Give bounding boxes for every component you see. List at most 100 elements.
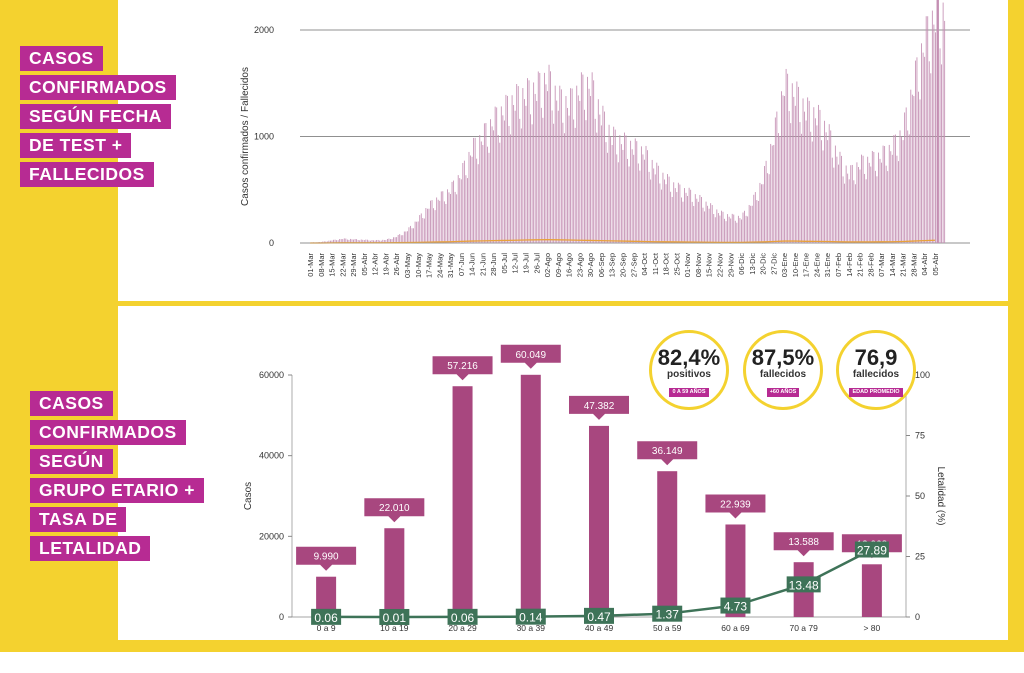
section-label-age: CASOS CONFIRMADOS SEGÚN GRUPO ETARIO + T…: [30, 391, 204, 561]
daily-case-bar: [476, 158, 478, 243]
daily-case-bar: [790, 123, 792, 243]
daily-case-bar: [864, 173, 866, 243]
daily-case-bar: [376, 239, 378, 243]
daily-case-bar: [560, 89, 562, 243]
daily-case-bar: [454, 191, 456, 243]
x-tick-label: 15-Nov: [705, 253, 714, 277]
x-tick-label: 20-Sep: [619, 253, 628, 277]
daily-case-bar: [613, 126, 615, 243]
x-tick-label: 15-Mar: [328, 253, 337, 277]
label-line: CONFIRMADOS: [30, 420, 186, 445]
daily-case-bar: [879, 158, 881, 243]
daily-case-bar: [881, 162, 882, 243]
daily-case-bar: [717, 213, 719, 243]
daily-case-bar: [730, 218, 732, 243]
daily-case-bar: [399, 234, 401, 243]
value-label: 13.588: [788, 537, 819, 548]
x-tick-label: 29-Nov: [726, 253, 735, 277]
daily-case-bar: [426, 208, 428, 243]
daily-case-bar: [340, 239, 342, 243]
daily-case-bar: [573, 119, 575, 243]
lethality-label: 0.01: [383, 611, 407, 625]
daily-case-bar: [922, 52, 924, 243]
daily-case-bar: [770, 143, 772, 243]
daily-case-bar: [741, 219, 742, 243]
value-label: 60.049: [515, 350, 546, 361]
daily-case-bar: [667, 174, 668, 243]
daily-case-bar: [705, 201, 707, 243]
daily-case-bar: [702, 207, 704, 243]
daily-case-bar: [425, 208, 427, 243]
daily-case-bar: [787, 73, 789, 243]
daily-case-bar: [724, 218, 725, 243]
daily-case-bar: [762, 184, 764, 243]
daily-case-bar: [431, 200, 433, 243]
lethality-label: 4.73: [724, 600, 748, 614]
x-tick-label: 10-May: [414, 253, 423, 278]
daily-case-bar: [651, 159, 653, 243]
daily-case-bar: [925, 16, 927, 243]
daily-case-bar: [342, 239, 344, 243]
daily-case-bar: [528, 80, 530, 243]
daily-case-bar: [594, 118, 596, 243]
daily-case-bar: [719, 215, 721, 243]
label-line: SEGÚN: [30, 449, 113, 474]
daily-case-bar: [614, 129, 616, 243]
daily-case-bar: [510, 134, 511, 243]
daily-case-bar: [611, 145, 613, 243]
daily-case-bar: [845, 165, 847, 243]
daily-case-bar: [406, 231, 408, 243]
daily-case-bar: [913, 96, 915, 243]
case-bar: [316, 576, 337, 617]
daily-case-bar: [657, 165, 659, 243]
daily-case-bar: [842, 176, 844, 243]
daily-case-bar: [553, 123, 555, 243]
daily-case-bar: [707, 205, 709, 243]
daily-case-bar: [836, 156, 838, 243]
daily-case-bar: [819, 109, 821, 243]
x-tick-label: 20-Dic: [759, 253, 768, 275]
x-tick-label: 04-Oct: [640, 252, 649, 275]
daily-case-bar: [343, 238, 345, 243]
lethality-point: [786, 576, 821, 593]
daily-case-bar: [731, 213, 733, 243]
label-line: CASOS: [30, 391, 113, 416]
lethality-label: 27.89: [857, 544, 887, 558]
case-bar: [657, 471, 678, 617]
daily-case-bar: [397, 234, 399, 243]
daily-case-bar: [644, 159, 645, 243]
x-tick-label: 21-Jun: [478, 253, 487, 276]
case-bar: [725, 524, 746, 617]
daily-case-bar: [400, 235, 402, 243]
badge-label: positivos: [667, 369, 711, 380]
x-tick-label: 02-Ago: [543, 253, 552, 277]
y-tick-label: 40000: [259, 451, 284, 461]
daily-case-bar: [821, 140, 822, 243]
label-line: CONFIRMADOS: [20, 75, 176, 100]
y-tick-label: 60000: [259, 370, 284, 380]
daily-case-bar: [873, 151, 875, 243]
daily-case-bar: [462, 163, 464, 243]
daily-case-bar: [459, 178, 461, 243]
x-tick-label: 28-Jun: [489, 253, 498, 276]
daily-case-bar: [516, 84, 518, 243]
case-bar: [384, 528, 405, 617]
daily-case-bar: [834, 145, 836, 243]
daily-case-bar: [793, 96, 795, 243]
daily-case-bar: [627, 158, 628, 243]
badge-positivos: 82,4% positivos 0 A 59 AÑOS: [649, 330, 729, 410]
x-tick-label: 28-Mar: [909, 253, 918, 277]
daily-case-bar: [402, 235, 404, 243]
x-tick-label: 08-Nov: [694, 253, 703, 277]
daily-case-bar: [456, 194, 458, 243]
value-callout: [296, 546, 357, 571]
daily-case-bar: [514, 110, 516, 244]
daily-case-bar: [465, 175, 467, 243]
daily-case-bar: [776, 111, 778, 243]
y-tick-label: 0: [269, 238, 274, 248]
daily-case-bar: [725, 221, 727, 243]
daily-case-bar: [890, 151, 892, 243]
daily-case-bar: [439, 200, 441, 243]
x-tick-label: 0 a 9: [317, 623, 336, 633]
badge-tag: 0 A 59 AÑOS: [669, 388, 709, 397]
